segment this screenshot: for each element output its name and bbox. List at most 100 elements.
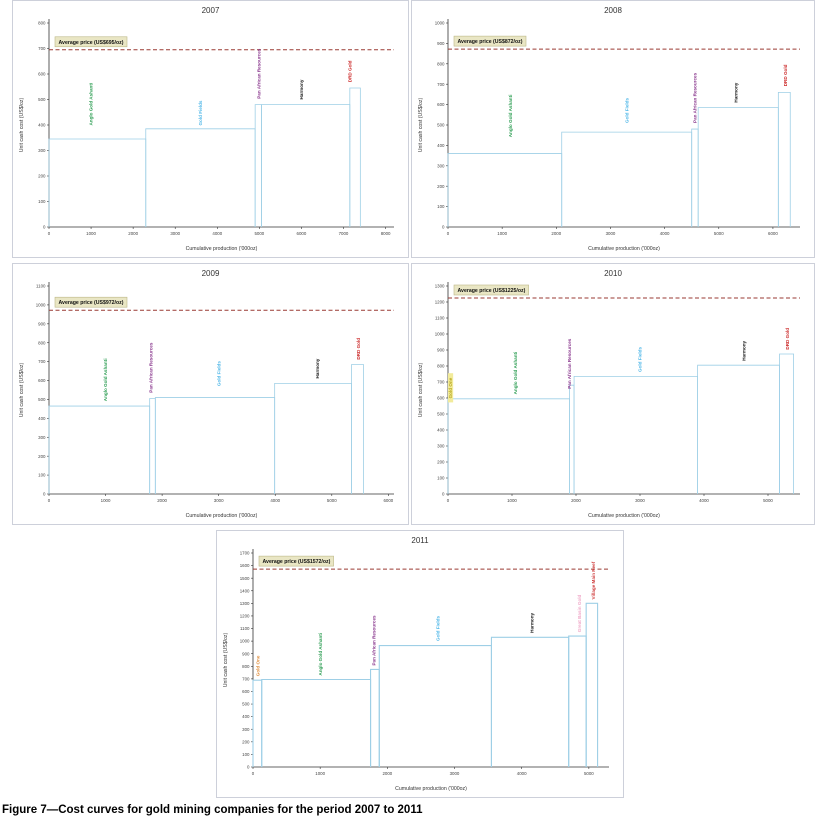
- y-axis-label: Unit cash cost (US$/oz): [19, 97, 25, 152]
- chart-panel-2009: 2009 0 100 200 300 400 500 600 700 800 900 1000 1100…: [12, 263, 409, 525]
- cost-step: [252, 679, 263, 767]
- x-tick-label: 0: [447, 498, 450, 503]
- cost-step: [568, 635, 587, 767]
- cost-step: [48, 138, 147, 227]
- cost-step: [149, 398, 156, 494]
- x-tick-label: 0: [447, 231, 450, 236]
- x-tick-label: 5000: [584, 771, 594, 776]
- company-label: Harmony: [741, 340, 746, 360]
- y-tick-label: 800: [38, 340, 46, 345]
- x-tick-label: 4000: [699, 498, 709, 503]
- y-tick-label: 400: [437, 143, 445, 148]
- y-tick-label: 700: [242, 676, 250, 681]
- y-tick-label: 100: [38, 199, 46, 204]
- y-tick-label: 300: [38, 148, 46, 153]
- cost-step: [351, 364, 364, 494]
- chart-title: 2007: [202, 6, 220, 15]
- cost-step: [274, 382, 352, 494]
- y-tick-label: 800: [242, 664, 250, 669]
- average-price-box: [54, 36, 128, 48]
- company-label: Anglo Gold Ashanti: [89, 83, 94, 126]
- x-tick-label: 6000: [297, 231, 307, 236]
- company-label: Anglo Gold Ashanti: [103, 359, 108, 402]
- cost-step: [145, 128, 256, 227]
- cost-step: [261, 678, 372, 767]
- average-price-label: Average price (US$1572/oz): [263, 559, 331, 565]
- company-label: Pan African Resources: [693, 72, 698, 123]
- y-tick-label: 500: [38, 397, 46, 402]
- company-label: Great Basin Gold: [577, 594, 582, 632]
- chart-title: 2011: [411, 536, 429, 545]
- chart-panel-2007: 2007 0 100 200 300 400 500 600 700 800 0 1000 2000 30…: [12, 0, 409, 258]
- chart-panel-2011: 2011 0 100 200 300 400 500 600 700 800 900 1000 1100…: [216, 530, 624, 798]
- cost-step: [585, 602, 599, 767]
- y-axis-label: Unit cash cost (US$/oz): [19, 362, 25, 417]
- x-tick-label: 3000: [606, 231, 616, 236]
- y-tick-label: 500: [437, 412, 445, 417]
- y-tick-label: 900: [38, 321, 46, 326]
- company-label: Anglo Gold Ashanti: [508, 95, 513, 138]
- cost-curve-chart-2009: 2009 0 100 200 300 400 500 600 700 800 900 1000 1100…: [19, 269, 394, 519]
- y-tick-label: 600: [437, 396, 445, 401]
- company-label: Village Main Reef: [591, 561, 596, 599]
- y-axis-label: Unit cash cost (US$/oz): [223, 632, 229, 687]
- x-tick-label: 0: [48, 498, 51, 503]
- y-tick-label: 900: [242, 651, 250, 656]
- average-price-label: Average price (US$1225/oz): [458, 288, 526, 294]
- y-tick-label: 1100: [435, 316, 445, 321]
- y-tick-label: 600: [38, 72, 46, 77]
- x-tick-label: 5000: [327, 498, 337, 503]
- cost-step: [447, 398, 570, 494]
- x-tick-label: 3000: [214, 498, 224, 503]
- x-tick-label: 1000: [101, 498, 111, 503]
- x-tick-label: 2000: [571, 498, 581, 503]
- company-label: DRD Gold: [356, 338, 361, 360]
- x-tick-label: 4000: [270, 498, 280, 503]
- cost-step: [561, 131, 693, 227]
- y-tick-label: 1000: [435, 332, 445, 337]
- company-label: Harmony: [734, 82, 739, 102]
- y-tick-label: 1100: [240, 626, 250, 631]
- x-tick-label: 7000: [339, 231, 349, 236]
- cost-step: [777, 91, 791, 227]
- cost-curve-chart-2008: 2008 0 100 200 300 400 500 600 700 800 900 1000 0 100…: [418, 6, 800, 252]
- x-tick-label: 5000: [763, 498, 773, 503]
- x-tick-label: 3000: [450, 771, 460, 776]
- y-tick-label: 800: [437, 364, 445, 369]
- cost-step: [447, 153, 563, 227]
- y-tick-label: 1500: [240, 576, 250, 581]
- x-tick-label: 3000: [635, 498, 645, 503]
- figure-caption: Figure 7—Cost curves for gold mining com…: [2, 804, 423, 816]
- company-label: Pan African Resources: [257, 48, 262, 99]
- y-tick-label: 300: [242, 727, 250, 732]
- y-tick-label: 100: [242, 752, 250, 757]
- average-price-box: [453, 35, 527, 47]
- x-tick-label: 4000: [212, 231, 222, 236]
- y-tick-label: 200: [242, 739, 250, 744]
- y-tick-label: 100: [437, 204, 445, 209]
- y-tick-label: 500: [38, 97, 46, 102]
- x-tick-label: 1000: [507, 498, 517, 503]
- chart-panel-2010: 2010 0 100 200 300 400 500 600 700 800 900 1000 1100…: [411, 263, 815, 525]
- company-label: Anglo Gold Ashanti: [513, 352, 518, 395]
- y-tick-label: 600: [38, 378, 46, 383]
- cost-step: [154, 397, 276, 494]
- x-tick-label: 2000: [157, 498, 167, 503]
- average-price-label: Average price (US$972/oz): [59, 300, 124, 306]
- x-tick-label: 3000: [170, 231, 180, 236]
- average-price-box: [54, 296, 128, 308]
- average-price-label: Average price (US$872/oz): [458, 39, 523, 45]
- x-tick-label: 6000: [768, 231, 778, 236]
- y-tick-label: 1000: [36, 303, 46, 308]
- cost-step: [490, 636, 570, 767]
- y-tick-label: 200: [437, 184, 445, 189]
- x-tick-label: 2000: [551, 231, 561, 236]
- company-label: Gold One: [255, 655, 260, 676]
- company-label: Harmony: [299, 79, 304, 99]
- company-label: Gold One: [448, 377, 453, 398]
- cost-step: [691, 128, 699, 227]
- x-tick-label: 8000: [381, 231, 391, 236]
- company-label: Pan African Resources: [148, 342, 153, 393]
- y-tick-label: 200: [38, 174, 46, 179]
- x-tick-label: 1000: [86, 231, 96, 236]
